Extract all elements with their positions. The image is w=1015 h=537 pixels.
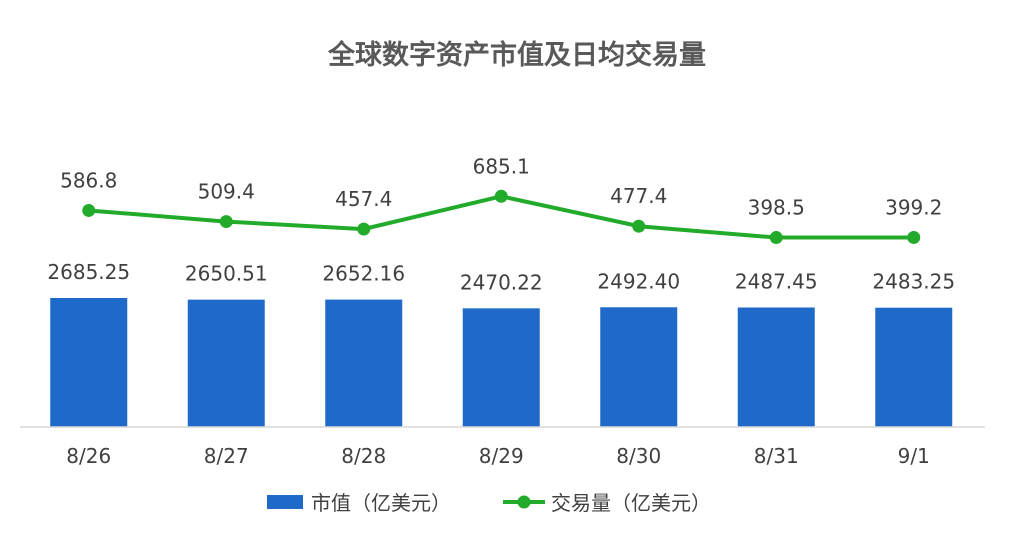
- x-tick-8/26: 8/26: [66, 444, 111, 468]
- volume-point-9/1: [907, 230, 921, 244]
- bar-label-9/1: 2483.25: [872, 270, 955, 294]
- bar-label-8/31: 2487.45: [735, 270, 818, 294]
- legend: 市值（亿美元） 交易量（亿美元）: [267, 491, 711, 515]
- volume-point-8/30: [632, 219, 646, 233]
- volume-label-8/29: 685.1: [473, 154, 530, 178]
- bar-8/27: [187, 299, 265, 427]
- volume-label-8/26: 586.8: [60, 168, 117, 192]
- bar-label-8/28: 2652.16: [322, 262, 405, 286]
- bars-layer: [50, 298, 953, 427]
- volume-label-8/31: 398.5: [748, 196, 805, 220]
- volume-point-8/27: [219, 215, 233, 229]
- x-tick-8/29: 8/29: [479, 444, 524, 468]
- bar-label-8/30: 2492.40: [597, 269, 680, 293]
- volume-point-8/29: [494, 189, 508, 203]
- volume-point-8/28: [357, 222, 371, 236]
- x-tick-8/30: 8/30: [616, 444, 661, 468]
- bar-8/30: [600, 307, 678, 427]
- volume-label-8/27: 509.4: [198, 180, 255, 204]
- bar-label-8/26: 2685.25: [47, 260, 130, 284]
- x-tick-8/31: 8/31: [754, 444, 799, 468]
- bar-8/29: [462, 308, 540, 427]
- legend-swatch-volume-marker: [517, 495, 531, 509]
- x-axis: 8/26 8/27 8/28 8/29 8/30 8/31 9/1: [20, 426, 985, 468]
- volume-label-8/28: 457.4: [335, 187, 392, 211]
- bar-label-8/27: 2650.51: [185, 262, 268, 286]
- bar-label-8/29: 2470.22: [460, 270, 543, 294]
- volume-label-9/1: 399.2: [885, 195, 942, 219]
- bar-8/28: [325, 299, 403, 427]
- volume-point-8/26: [82, 203, 96, 217]
- x-tick-8/28: 8/28: [341, 444, 386, 468]
- line-layer: [82, 189, 921, 245]
- bar-9/1: [875, 307, 953, 427]
- legend-label-volume: 交易量（亿美元）: [551, 491, 711, 515]
- legend-label-market-cap: 市值（亿美元）: [311, 491, 451, 515]
- x-tick-8/27: 8/27: [204, 444, 249, 468]
- bar-8/26: [50, 298, 128, 427]
- volume-label-8/30: 477.4: [610, 184, 667, 208]
- volume-point-8/31: [769, 231, 783, 245]
- labels-layer: 2685.25 2650.51 2652.16 2470.22 2492.40 2487.…: [47, 154, 955, 294]
- bar-8/31: [737, 307, 815, 427]
- legend-swatch-market-cap: [267, 495, 303, 509]
- x-tick-9/1: 9/1: [898, 444, 930, 468]
- chart-title: 全球数字资产市值及日均交易量: [327, 39, 706, 71]
